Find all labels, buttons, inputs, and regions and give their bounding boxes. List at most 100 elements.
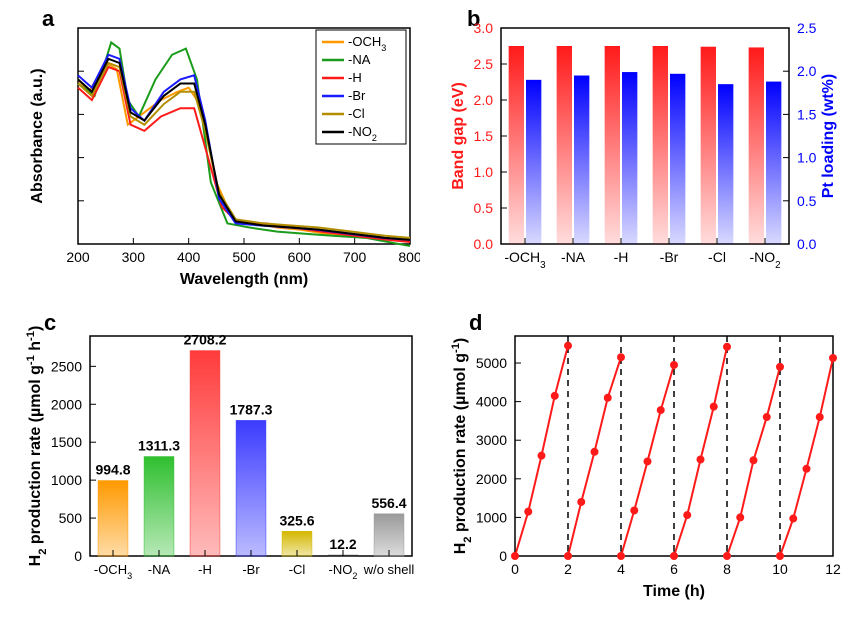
bar-ptloading xyxy=(622,72,637,244)
svg-text:1787.3: 1787.3 xyxy=(230,401,273,417)
bar-ptloading xyxy=(766,82,781,244)
svg-text:556.4: 556.4 xyxy=(371,495,406,511)
bar--NA xyxy=(144,457,174,556)
svg-text:2500: 2500 xyxy=(51,358,82,374)
data-point xyxy=(551,392,559,400)
svg-text:700: 700 xyxy=(343,249,367,265)
bar-bandgap xyxy=(653,46,668,244)
svg-text:0.5: 0.5 xyxy=(797,193,817,209)
svg-text:Time (h): Time (h) xyxy=(643,583,705,600)
svg-text:2.0: 2.0 xyxy=(474,92,494,108)
data-point xyxy=(723,552,731,560)
svg-text:5000: 5000 xyxy=(476,355,507,371)
svg-text:1311.3: 1311.3 xyxy=(138,438,180,454)
svg-text:0: 0 xyxy=(499,548,507,564)
cycle-line xyxy=(515,346,568,556)
svg-text:0.0: 0.0 xyxy=(474,236,494,252)
svg-text:500: 500 xyxy=(59,510,83,526)
data-point xyxy=(617,552,625,560)
svg-text:Band gap (eV): Band gap (eV) xyxy=(450,82,467,190)
svg-text:-H: -H xyxy=(614,249,629,265)
data-point xyxy=(776,552,784,560)
svg-text:4: 4 xyxy=(617,561,625,577)
svg-text:-NA: -NA xyxy=(561,249,586,265)
data-point xyxy=(829,354,837,362)
svg-text:-Cl: -Cl xyxy=(708,249,726,265)
svg-text:-OCH3: -OCH3 xyxy=(94,562,132,581)
data-point xyxy=(803,465,811,473)
svg-text:c: c xyxy=(44,310,56,335)
bar-ptloading xyxy=(574,76,589,244)
data-point xyxy=(723,343,731,351)
data-point xyxy=(776,363,784,371)
svg-text:Pt loading (wt%): Pt loading (wt%) xyxy=(820,74,837,198)
bar-bandgap xyxy=(701,47,716,244)
legend: -OCH3-NA-H-Br-Cl-NO2 xyxy=(316,30,406,144)
svg-text:12: 12 xyxy=(825,561,841,577)
data-point xyxy=(577,498,585,506)
data-point xyxy=(683,511,691,519)
bar-ptloading xyxy=(718,84,733,244)
data-point xyxy=(617,353,625,361)
bar-bandgap xyxy=(557,46,572,244)
bar-w/o shell xyxy=(374,514,404,556)
cycle-line xyxy=(780,358,833,556)
svg-text:2708.2: 2708.2 xyxy=(184,332,227,348)
panel-b: b0.00.51.01.52.02.53.00.00.51.01.52.02.5… xyxy=(445,10,845,290)
svg-text:-NA: -NA xyxy=(148,562,171,577)
svg-text:2: 2 xyxy=(564,561,572,577)
svg-text:-OCH3: -OCH3 xyxy=(504,249,546,271)
svg-text:w/o shell: w/o shell xyxy=(363,562,415,577)
svg-text:3.0: 3.0 xyxy=(474,20,494,36)
data-point xyxy=(604,394,612,402)
svg-text:3000: 3000 xyxy=(476,432,507,448)
svg-text:-Cl: -Cl xyxy=(289,562,306,577)
svg-text:2.0: 2.0 xyxy=(797,63,817,79)
svg-text:1.5: 1.5 xyxy=(797,106,817,122)
svg-text:d: d xyxy=(469,310,482,335)
data-point xyxy=(710,403,718,411)
panel-c: c05001000150020002500994.8-OCH31311.3-NA… xyxy=(20,310,420,600)
svg-text:-Br: -Br xyxy=(348,88,366,103)
svg-text:6: 6 xyxy=(670,561,678,577)
panel-d: d024681012010002000300040005000Time (h)H… xyxy=(445,310,845,600)
svg-text:1000: 1000 xyxy=(476,509,507,525)
svg-text:600: 600 xyxy=(288,249,312,265)
bar-bandgap xyxy=(749,47,764,244)
svg-text:1.0: 1.0 xyxy=(797,150,817,166)
svg-text:-Br: -Br xyxy=(660,249,679,265)
data-point xyxy=(591,448,599,456)
svg-text:2.5: 2.5 xyxy=(474,56,494,72)
svg-text:800: 800 xyxy=(398,249,420,265)
bar--OCH3 xyxy=(98,481,128,556)
svg-text:2000: 2000 xyxy=(51,396,82,412)
svg-text:-H: -H xyxy=(348,70,362,85)
data-point xyxy=(789,515,797,523)
bar-ptloading xyxy=(670,74,685,244)
data-point xyxy=(564,552,572,560)
svg-text:500: 500 xyxy=(232,249,256,265)
cycle-line xyxy=(568,357,621,556)
svg-text:2000: 2000 xyxy=(476,471,507,487)
svg-text:10: 10 xyxy=(772,561,788,577)
svg-text:1.0: 1.0 xyxy=(474,164,494,180)
svg-text:a: a xyxy=(42,10,55,31)
svg-text:0: 0 xyxy=(74,548,82,564)
data-point xyxy=(816,413,824,421)
cycle-line xyxy=(674,347,727,556)
bar--H xyxy=(190,351,220,556)
svg-text:200: 200 xyxy=(66,249,90,265)
data-point xyxy=(750,456,758,464)
svg-text:12.2: 12.2 xyxy=(329,536,356,552)
data-point xyxy=(657,406,665,414)
svg-text:400: 400 xyxy=(177,249,201,265)
panel-a: a200300400500600700800Wavelength (nm)Abs… xyxy=(20,10,420,290)
svg-text:-NO2: -NO2 xyxy=(329,562,358,581)
svg-text:H2 production rate (µmol g-1): H2 production rate (µmol g-1) xyxy=(450,338,474,555)
data-point xyxy=(538,452,546,460)
svg-text:8: 8 xyxy=(723,561,731,577)
data-point xyxy=(670,552,678,560)
svg-text:-Br: -Br xyxy=(242,562,260,577)
svg-text:-NO2: -NO2 xyxy=(749,249,780,271)
svg-text:-Cl: -Cl xyxy=(348,106,365,121)
